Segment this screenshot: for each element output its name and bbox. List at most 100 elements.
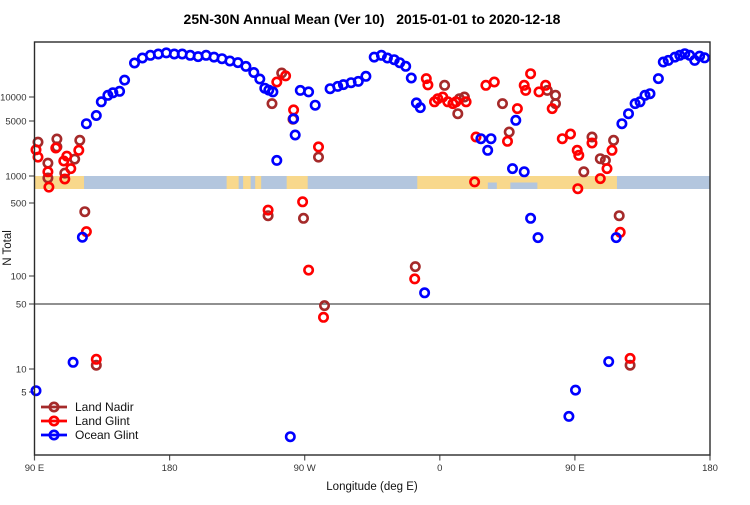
point-land-glint (594, 173, 606, 185)
point-ocean-glint (506, 163, 518, 175)
y-tick-label: 5 (21, 388, 26, 399)
point-ocean-glint (644, 88, 656, 100)
point-land-nadir (496, 98, 508, 110)
point-land-glint (271, 76, 283, 88)
point-ocean-glint (679, 48, 691, 60)
point-ocean-glint (119, 74, 131, 86)
legend-label-land-nadir: Land Nadir (75, 400, 134, 414)
point-ocean-glint (694, 50, 706, 62)
point-land-glint (501, 135, 513, 147)
point-ocean-glint (475, 133, 487, 145)
y-axis-title: N Total (2, 230, 14, 266)
point-ocean-glint (485, 133, 497, 145)
point-land-nadir (452, 108, 464, 120)
point-ocean-glint (510, 114, 522, 126)
point-ocean-glint (652, 73, 664, 85)
point-land-glint (317, 311, 329, 323)
axes: 10000 5000 1000 500 100 50 10 5 90 E 180 90 W 0 90 E… (0, 93, 718, 475)
point-land-glint (59, 173, 71, 185)
point-land-glint (312, 141, 324, 153)
point-land-nadir (90, 359, 102, 371)
point-ocean-glint (414, 102, 426, 114)
point-land-glint (511, 103, 523, 115)
point-ocean-glint (289, 129, 301, 141)
point-ocean-glint (603, 356, 615, 368)
point-ocean-glint (288, 113, 300, 125)
point-ocean-glint (525, 212, 537, 224)
point-land-glint (61, 150, 73, 162)
point-ocean-glint (80, 118, 92, 130)
point-land-glint (571, 144, 583, 156)
point-land-glint (280, 70, 292, 82)
point-land-glint (469, 176, 481, 188)
data-points (30, 47, 711, 443)
x-tick-label: 90 E (25, 463, 45, 474)
point-land-glint (540, 79, 552, 91)
point-ocean-glint (518, 166, 530, 178)
point-ocean-glint (634, 96, 646, 108)
point-land-nadir (74, 134, 86, 146)
point-ocean-glint (616, 118, 628, 130)
point-land-glint (420, 73, 432, 85)
point-land-nadir (262, 210, 274, 222)
point-land-glint (288, 104, 300, 116)
point-land-nadir (312, 151, 324, 163)
point-ocean-glint (563, 410, 575, 422)
point-ocean-glint (303, 86, 315, 98)
y-tick-label: 50 (16, 300, 27, 311)
point-ocean-glint (114, 85, 126, 97)
point-ocean-glint (622, 108, 634, 120)
point-land-glint (50, 142, 62, 154)
point-ocean-glint (332, 80, 344, 92)
point-land-glint (303, 264, 315, 276)
point-land-nadir (318, 300, 330, 312)
point-land-glint (65, 163, 77, 175)
point-land-glint (73, 144, 85, 156)
point-land-glint (518, 79, 530, 91)
point-ocean-glint (610, 232, 622, 244)
x-tick-label: 90 W (294, 463, 316, 474)
point-land-nadir (613, 210, 625, 222)
point-land-nadir (503, 126, 515, 138)
point-land-glint (262, 204, 274, 216)
point-land-glint (470, 131, 482, 143)
y-tick-label: 100 (11, 272, 27, 283)
y-tick-label: 5000 (5, 117, 26, 128)
point-ocean-glint (129, 57, 141, 69)
map-band-ocean-notch (487, 182, 497, 189)
map-band-land-segment (286, 176, 308, 189)
point-land-nadir (608, 134, 620, 146)
point-land-nadir (624, 359, 636, 371)
point-land-nadir (42, 157, 54, 169)
legend: Land Nadir Land Glint Ocean Glint (41, 400, 139, 442)
chart-title: 25N-30N Annual Mean (Ver 10) 2015-01-01 … (184, 11, 561, 27)
map-band-land-segment (226, 176, 239, 189)
plot-border (33, 41, 711, 456)
map-band-ocean-notch (510, 182, 538, 189)
point-land-glint (601, 163, 613, 175)
point-ocean-glint (569, 384, 581, 396)
point-ocean-glint (90, 110, 102, 122)
point-ocean-glint (95, 96, 107, 108)
point-ocean-glint (107, 87, 119, 99)
point-land-nadir (586, 131, 598, 143)
point-ocean-glint (532, 232, 544, 244)
point-land-glint (586, 137, 598, 149)
point-land-glint (432, 93, 444, 105)
point-land-glint (90, 353, 102, 365)
point-land-glint (525, 68, 537, 80)
y-tick-label: 1000 (5, 172, 26, 183)
x-tick-label: 180 (162, 463, 178, 474)
point-ocean-glint (267, 86, 279, 98)
point-land-nadir (578, 166, 590, 178)
point-land-nadir (439, 79, 451, 91)
point-land-glint (624, 352, 636, 364)
legend-marker-land-nadir-icon (48, 401, 60, 413)
point-ocean-glint (76, 231, 88, 243)
point-ocean-glint (240, 60, 252, 72)
x-axis-title: Longitude (deg E) (326, 481, 418, 493)
point-land-nadir (594, 153, 606, 165)
point-ocean-glint (360, 70, 372, 82)
point-ocean-glint (657, 56, 669, 68)
